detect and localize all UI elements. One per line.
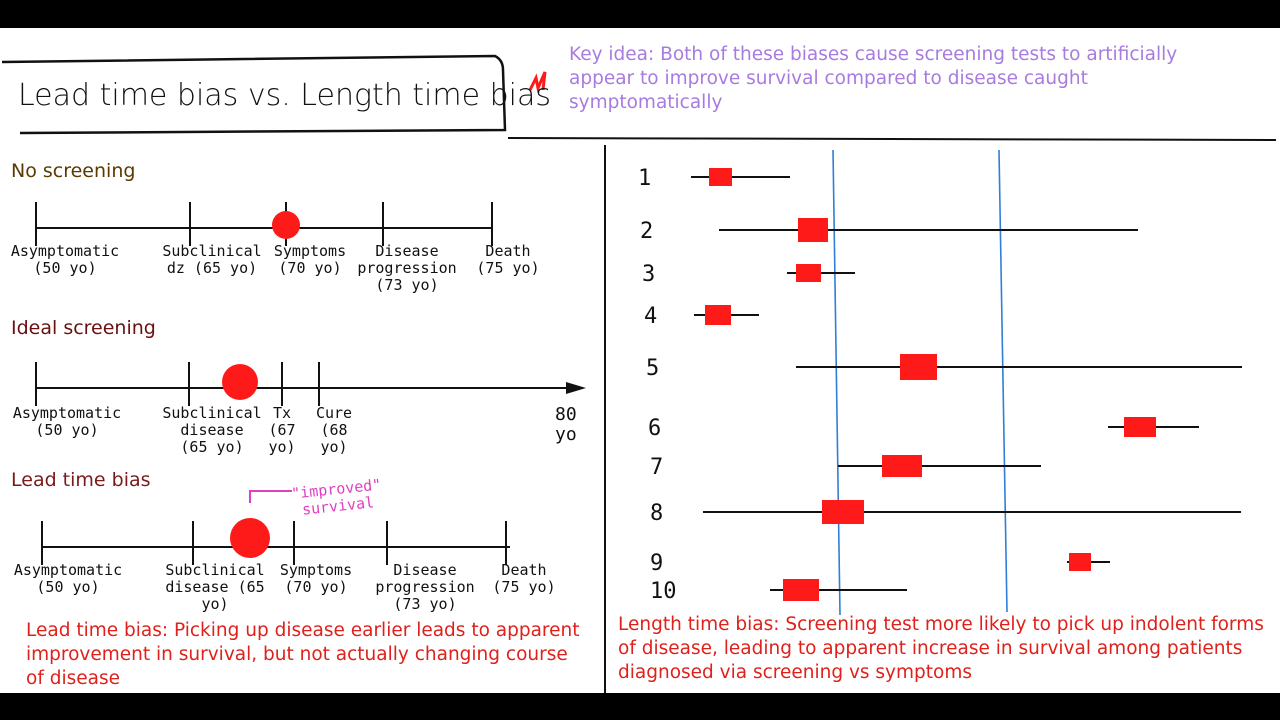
screening-reference-line [832,149,841,616]
header-divider [507,137,1277,141]
timeline-label: Asymptomatic (50 yo) [10,242,120,277]
detection-window-marker [1124,417,1156,437]
patient-row-number: 3 [642,262,655,287]
length-time-caption: Length time bias: Screening test more li… [618,614,1264,683]
lead-time-bracket [249,490,292,503]
timeline-label: Cure (68 yo) [315,404,353,456]
patient-row-number: 8 [650,501,663,526]
detection-window-marker [783,579,819,601]
patient-row-number: 9 [650,551,663,576]
timeline-label: Disease progression (73 yo) [375,561,475,613]
patient-row-number: 7 [650,455,663,480]
timeline-label: Symptoms (70 yo) [279,561,353,596]
pen-mark-icon [528,71,547,93]
detection-point-marker [230,518,270,558]
timeline-label: Subclinical disease (65 yo) [162,404,262,456]
timeline-label: Asymptomatic (50 yo) [12,404,122,439]
ideal-screening-heading: Ideal screening [11,317,156,339]
patient-row-number: 1 [638,166,651,191]
arrow-head-icon [566,382,586,394]
bottom-letterbox [0,693,1280,720]
timeline-label: Disease progression (73 yo) [357,242,457,294]
timeline-label: Asymptomatic (50 yo) [13,561,123,596]
patient-row-number: 2 [640,219,653,244]
patient-row-number: 6 [648,416,661,441]
detection-window-marker [822,500,864,524]
key-idea-note: Key idea: Both of these biases cause scr… [569,44,1178,113]
page-title: Lead time bias vs. Length time bias [18,78,551,113]
detection-window-marker [1069,553,1091,571]
detection-window-marker [709,168,732,186]
patient-row-number: 5 [646,356,659,381]
patient-row-number: 10 [650,579,677,604]
age-80-label: 80 yo [555,404,577,445]
detection-window-marker [705,305,731,325]
detection-point-marker [222,364,258,400]
no-screening-heading: No screening [11,160,136,182]
detection-window-marker [900,354,937,380]
timeline-label: Death (75 yo) [476,242,540,277]
timeline-label: Death (75 yo) [492,561,556,596]
detection-window-marker [882,455,922,477]
timeline-label: Tx (67 yo) [268,404,296,456]
timeline-label: Subclinical dz (65 yo) [162,242,262,277]
timeline-label: Symptoms (70 yo) [273,242,347,277]
symptom-reference-line [998,149,1008,613]
top-letterbox [0,0,1280,28]
timeline-label: Subclinical disease (65 yo) [165,561,265,613]
lead-time-heading: Lead time bias [11,469,151,491]
patient-row-number: 4 [644,304,657,329]
detection-window-marker [798,218,828,242]
detection-point-marker [272,211,300,239]
detection-window-marker [796,264,821,282]
title-box [1,54,507,135]
lead-time-caption: Lead time bias: Picking up disease earli… [26,620,580,689]
